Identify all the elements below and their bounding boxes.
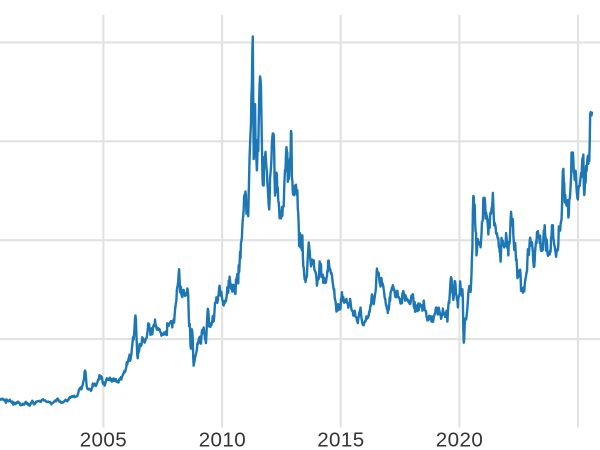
svg-text:2010: 2010: [199, 429, 246, 450]
svg-text:2005: 2005: [80, 429, 127, 450]
svg-text:2020: 2020: [436, 429, 483, 450]
svg-text:2015: 2015: [317, 429, 364, 450]
